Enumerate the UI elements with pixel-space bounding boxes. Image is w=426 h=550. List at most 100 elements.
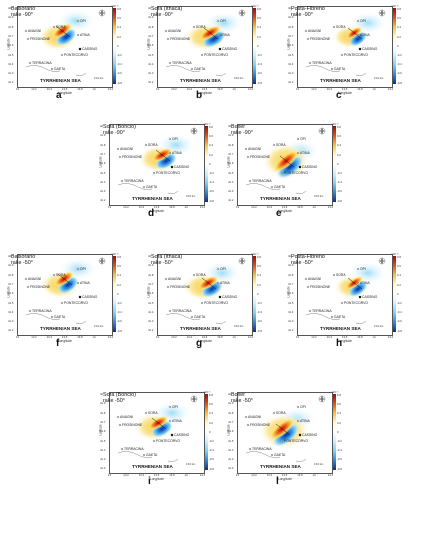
- y-tick-label: 41.5: [8, 52, 14, 57]
- colorbar-tick-label: 0.2: [117, 34, 121, 39]
- colorbar-tick-label: 0.8: [397, 255, 401, 259]
- x-tick-label: 14.2: [327, 473, 334, 477]
- y-tick-label: 41.2: [8, 80, 14, 85]
- town-label-cassino: CASSINO: [222, 47, 238, 51]
- town-marker-terracina: [120, 179, 124, 183]
- town-label-cassino: CASSINO: [82, 295, 98, 299]
- x-axis-label: Longitude: [198, 91, 213, 95]
- town-marker-gaeta: [142, 185, 146, 189]
- x-tick-label: 13.4: [266, 473, 273, 477]
- x-tick-label: 13.6: [201, 335, 208, 339]
- deformation-map: [116, 395, 198, 462]
- town-marker-gaeta: [190, 315, 194, 319]
- colorbar-tick-label: 0: [117, 291, 119, 296]
- y-tick-label: 41.8: [8, 272, 14, 277]
- colorbar-tick-label: -0.6: [257, 71, 262, 76]
- town-label-terracina: TERRACINA: [312, 309, 332, 313]
- town-label-gaeta: GAETA: [54, 67, 66, 71]
- fault-trace: [155, 149, 171, 162]
- colorbar-tick-label: 0.4: [117, 25, 121, 30]
- town-label-gaeta: GAETA: [146, 185, 158, 189]
- x-tick-label: 13.8: [217, 87, 223, 91]
- y-tick-label: 41.9: [8, 263, 14, 268]
- x-tick-label: 14: [232, 87, 236, 91]
- town-marker-terracina: [308, 309, 312, 313]
- deformation-map: [244, 395, 326, 462]
- town-marker-opi: [168, 137, 172, 141]
- coastline: [117, 183, 153, 190]
- town-label-terracina: TERRACINA: [172, 61, 192, 65]
- y-tick-label: 41.4: [8, 61, 14, 66]
- x-tick-label: 14: [372, 335, 376, 339]
- y-tick-label: 41.2: [8, 328, 14, 333]
- y-tick-label: 41.3: [148, 71, 154, 76]
- x-tick-label: 13.8: [357, 335, 363, 339]
- y-tick-label: 41.9: [100, 133, 106, 138]
- town-label-pontecorvo: PONTECORVO: [204, 53, 229, 57]
- coastline: [165, 313, 201, 320]
- y-tick-label: 41.8: [288, 272, 294, 277]
- sea-label: TYRRHENIAN SEA: [132, 464, 173, 469]
- colorbar-tick-label: 0.4: [257, 25, 261, 30]
- y-tick-label: 41.9: [8, 15, 14, 20]
- sea-label: TYRRHENIAN SEA: [40, 78, 81, 83]
- town-label-cassino: CASSINO: [302, 165, 318, 169]
- scale-bar: 0 10 km: [314, 463, 324, 466]
- compass-rose-icon: [318, 127, 326, 135]
- y-tick-label: 41.4: [100, 447, 106, 452]
- colorbar-tick-label: -0.6: [337, 189, 342, 194]
- coastline: [117, 451, 153, 458]
- colorbar-tick-label: 0: [117, 43, 119, 48]
- town-marker-opi: [296, 405, 300, 409]
- town-marker-anagni: [24, 277, 28, 281]
- town-marker-atina: [296, 419, 300, 423]
- x-tick-label: 13.4: [186, 335, 193, 339]
- town-marker-sora: [52, 273, 56, 277]
- x-tick-label: 13.8: [77, 335, 83, 339]
- panel-title: Sora (Boncio) rake -90°: [103, 124, 136, 136]
- town-label-gaeta: GAETA: [194, 67, 206, 71]
- town-label-gaeta: GAETA: [54, 315, 66, 319]
- town-label-cassino: CASSINO: [302, 433, 318, 437]
- town-label-opi: OPI: [172, 405, 178, 409]
- colorbar-tick-label: -0.2: [257, 301, 262, 305]
- colorbar-tick-label: -0.4: [257, 62, 262, 67]
- town-marker-sora: [192, 273, 196, 277]
- colorbar-tick-label: 0.4: [337, 143, 341, 148]
- x-tick-label: 13: [296, 87, 300, 91]
- town-label-atina: ATINA: [360, 33, 370, 37]
- coastline-east: [215, 72, 227, 76]
- y-tick-label: 41.6: [148, 43, 154, 48]
- colorbar: [205, 126, 208, 202]
- colorbar-exponent: x10⁻³: [111, 4, 119, 8]
- colorbar-tick-label: -0.2: [337, 171, 342, 175]
- town-label-frosinone: FROSINONE: [30, 285, 51, 289]
- town-marker-atina: [76, 33, 80, 37]
- town-marker-anagni: [24, 29, 28, 33]
- colorbar-tick-label: 0.4: [257, 273, 261, 278]
- town-marker-opi: [76, 267, 80, 271]
- y-tick-label: 41.9: [228, 133, 234, 138]
- coastline-east: [355, 72, 367, 76]
- scale-bar: 0 10 km: [374, 325, 384, 328]
- y-tick-label: 41.3: [8, 71, 14, 76]
- y-tick-label: 41.7: [288, 281, 294, 286]
- x-axis-label: Longitude: [338, 339, 353, 343]
- colorbar-exponent: x10⁻³: [251, 4, 259, 8]
- town-marker-sora: [332, 273, 336, 277]
- colorbar-tick-label: -0.2: [117, 53, 122, 57]
- panel-letter: f: [56, 338, 60, 349]
- x-tick-label: 13: [16, 87, 20, 91]
- coastline: [25, 65, 61, 72]
- town-marker-opi: [76, 19, 80, 23]
- town-marker-sora: [272, 411, 276, 415]
- town-label-pontecorvo: PONTECORVO: [156, 439, 181, 443]
- colorbar-tick-label: -0.6: [209, 189, 214, 194]
- colorbar-tick-label: 0.8: [117, 255, 121, 259]
- town-marker-sora: [272, 143, 276, 147]
- colorbar-tick-label: -0.2: [257, 53, 262, 57]
- panel-title: Posta-Fibreno rake -50°: [291, 254, 325, 266]
- x-tick-label: 14.2: [199, 205, 206, 209]
- town-label-terracina: TERRACINA: [124, 179, 144, 183]
- sea-label: TYRRHENIAN SEA: [132, 196, 173, 201]
